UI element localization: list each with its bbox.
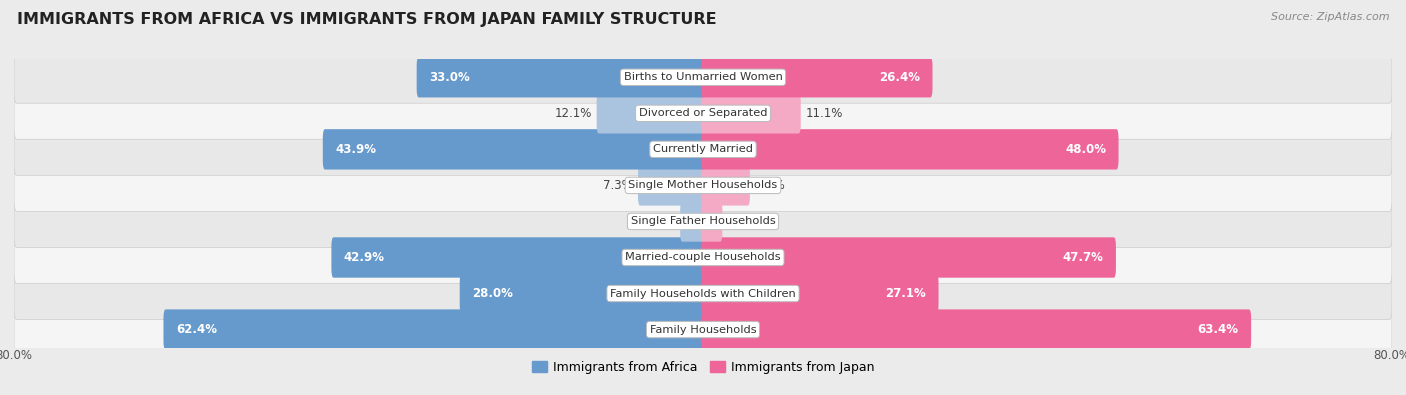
FancyBboxPatch shape	[681, 201, 706, 242]
FancyBboxPatch shape	[163, 309, 706, 350]
Text: 42.9%: 42.9%	[344, 251, 385, 264]
FancyBboxPatch shape	[332, 237, 706, 278]
FancyBboxPatch shape	[700, 237, 1116, 278]
Text: 33.0%: 33.0%	[429, 71, 470, 84]
Text: 12.1%: 12.1%	[554, 107, 592, 120]
FancyBboxPatch shape	[700, 57, 932, 98]
Text: 47.7%: 47.7%	[1063, 251, 1104, 264]
FancyBboxPatch shape	[700, 129, 1119, 169]
Text: 11.1%: 11.1%	[806, 107, 842, 120]
Text: 80.0%: 80.0%	[0, 350, 32, 362]
Text: 7.3%: 7.3%	[603, 179, 633, 192]
Text: Married-couple Households: Married-couple Households	[626, 252, 780, 263]
Text: 5.2%: 5.2%	[755, 179, 785, 192]
Text: 26.4%: 26.4%	[879, 71, 920, 84]
FancyBboxPatch shape	[638, 165, 706, 205]
Text: IMMIGRANTS FROM AFRICA VS IMMIGRANTS FROM JAPAN FAMILY STRUCTURE: IMMIGRANTS FROM AFRICA VS IMMIGRANTS FRO…	[17, 12, 717, 27]
FancyBboxPatch shape	[14, 267, 1392, 320]
FancyBboxPatch shape	[14, 87, 1392, 139]
Text: 80.0%: 80.0%	[1374, 350, 1406, 362]
Text: 2.0%: 2.0%	[727, 215, 756, 228]
FancyBboxPatch shape	[14, 123, 1392, 175]
FancyBboxPatch shape	[14, 304, 1392, 356]
Text: Single Father Households: Single Father Households	[631, 216, 775, 226]
Text: 27.1%: 27.1%	[886, 287, 927, 300]
FancyBboxPatch shape	[14, 231, 1392, 284]
Legend: Immigrants from Africa, Immigrants from Japan: Immigrants from Africa, Immigrants from …	[526, 356, 880, 379]
Text: Family Households: Family Households	[650, 325, 756, 335]
FancyBboxPatch shape	[14, 160, 1392, 211]
Text: 48.0%: 48.0%	[1064, 143, 1107, 156]
FancyBboxPatch shape	[700, 93, 801, 134]
Text: Family Households with Children: Family Households with Children	[610, 288, 796, 299]
Text: 43.9%: 43.9%	[335, 143, 377, 156]
Text: Currently Married: Currently Married	[652, 144, 754, 154]
FancyBboxPatch shape	[700, 201, 723, 242]
FancyBboxPatch shape	[14, 196, 1392, 247]
Text: 62.4%: 62.4%	[176, 323, 217, 336]
Text: 2.4%: 2.4%	[645, 215, 675, 228]
FancyBboxPatch shape	[700, 165, 749, 205]
Text: Births to Unmarried Women: Births to Unmarried Women	[624, 72, 782, 82]
Text: Source: ZipAtlas.com: Source: ZipAtlas.com	[1271, 12, 1389, 22]
FancyBboxPatch shape	[460, 273, 706, 314]
FancyBboxPatch shape	[700, 273, 939, 314]
FancyBboxPatch shape	[323, 129, 706, 169]
Text: 28.0%: 28.0%	[472, 287, 513, 300]
FancyBboxPatch shape	[416, 57, 706, 98]
FancyBboxPatch shape	[700, 309, 1251, 350]
FancyBboxPatch shape	[14, 51, 1392, 103]
Text: 63.4%: 63.4%	[1198, 323, 1239, 336]
FancyBboxPatch shape	[596, 93, 706, 134]
Text: Single Mother Households: Single Mother Households	[628, 181, 778, 190]
Text: Divorced or Separated: Divorced or Separated	[638, 108, 768, 118]
